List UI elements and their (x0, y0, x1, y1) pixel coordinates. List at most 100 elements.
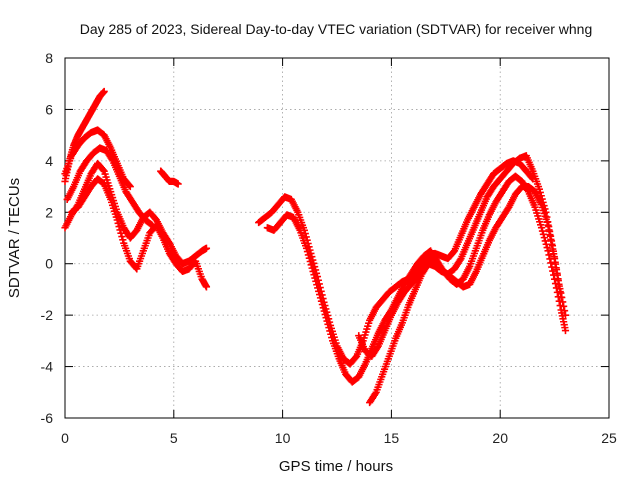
y-tick-label: -4 (41, 359, 54, 375)
data-point (549, 245, 557, 253)
data-point (125, 181, 133, 190)
data-point (544, 221, 552, 229)
data-point (321, 310, 329, 319)
y-tick-label: 2 (45, 204, 53, 220)
data-point (305, 254, 313, 262)
data-point (537, 224, 546, 232)
data-point (318, 300, 326, 309)
data-point (322, 314, 330, 322)
y-tick-label: 4 (45, 153, 53, 169)
data-point (311, 274, 319, 282)
data-point (554, 277, 562, 285)
data-point (561, 311, 570, 319)
data-point (541, 237, 549, 245)
data-point (561, 326, 570, 335)
data-point (114, 219, 122, 227)
data-point (328, 333, 336, 342)
data-point (115, 223, 123, 231)
data-point (108, 155, 116, 163)
data-point (116, 226, 124, 234)
data-point (312, 277, 320, 285)
data-point (535, 185, 543, 193)
data-point (325, 324, 333, 332)
data-point (539, 230, 548, 238)
data-point (456, 256, 464, 264)
data-point (317, 297, 326, 305)
data-point (538, 227, 547, 235)
data-point (559, 298, 567, 306)
data-point (323, 317, 331, 325)
data-point (307, 261, 315, 269)
data-point (549, 267, 557, 275)
y-tick-label: 6 (45, 101, 53, 117)
data-point (546, 231, 554, 239)
data-point (545, 226, 553, 234)
data-point (547, 235, 555, 244)
data-point (319, 304, 327, 312)
data-point (100, 87, 108, 96)
data-point (555, 282, 563, 290)
axis-ticks (64, 57, 610, 419)
y-tick-label: 8 (45, 50, 53, 66)
data-point (314, 284, 322, 292)
data-point (326, 327, 334, 335)
data-point (304, 251, 313, 259)
data-point (119, 236, 127, 244)
data-point (113, 216, 121, 224)
data-point (550, 250, 558, 258)
data-point (540, 234, 548, 242)
x-tick-label: 0 (61, 430, 69, 446)
data-point (118, 232, 126, 241)
data-point (308, 264, 316, 272)
data-point (117, 229, 125, 237)
data-point (315, 287, 323, 295)
data-point (302, 233, 310, 241)
x-tick-label: 5 (170, 430, 178, 446)
x-tick-label: 10 (275, 430, 291, 446)
plot-frame (64, 57, 610, 419)
data-point (310, 271, 318, 279)
y-tick-label: 0 (45, 256, 53, 272)
data-point (327, 330, 335, 338)
data-point (560, 302, 568, 310)
data-point (316, 294, 325, 302)
data-point (373, 343, 382, 352)
chart-title: Day 285 of 2023, Sidereal Day-to-day VTE… (80, 21, 593, 37)
x-tick-label: 15 (384, 430, 400, 446)
data-point (306, 257, 314, 266)
data-point (313, 281, 321, 289)
data-point (552, 265, 561, 274)
x-tick-label: 20 (492, 430, 508, 446)
x-axis-label: GPS time / hours (279, 458, 393, 475)
data-point (315, 290, 324, 299)
x-tick-label: 25 (601, 430, 617, 446)
data-point (551, 260, 560, 268)
data-point (557, 293, 565, 301)
data-point (551, 254, 559, 263)
data-point (545, 251, 553, 259)
y-tick-label: -2 (41, 307, 54, 323)
data-point (202, 283, 211, 291)
data-point (553, 271, 561, 279)
data-point (560, 307, 569, 315)
data-point (202, 244, 211, 252)
data-point (543, 243, 551, 252)
tick-labels: 0 5 10 15 20 25 -6 -4 -2 0 2 4 6 8 (41, 50, 617, 446)
data-point (303, 247, 312, 256)
data-points (61, 87, 570, 407)
data-point (371, 390, 379, 398)
y-axis-label: SDTVAR / TECUs (6, 178, 23, 298)
y-tick-label: -6 (41, 410, 54, 426)
data-point (302, 244, 311, 252)
data-point (556, 288, 564, 296)
data-point (320, 307, 328, 315)
data-point (99, 166, 107, 174)
grid-lines (65, 58, 609, 418)
data-point (126, 182, 134, 191)
data-point (548, 240, 556, 248)
data-point (324, 320, 332, 328)
data-point (174, 180, 182, 188)
data-point (309, 267, 317, 276)
